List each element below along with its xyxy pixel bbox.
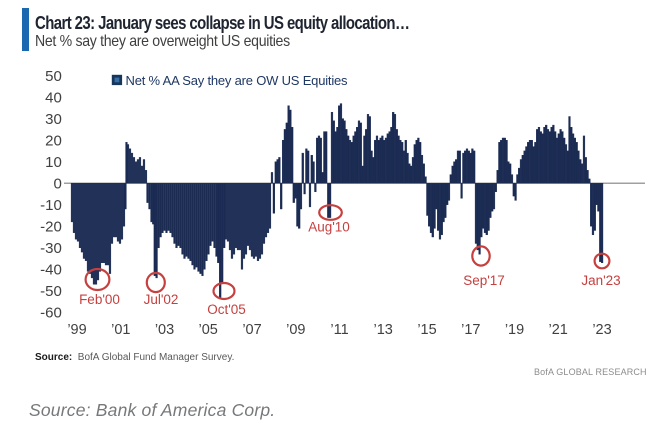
svg-text:’23: ’23 (592, 322, 611, 338)
svg-text:10: 10 (45, 154, 62, 171)
svg-text:’17: ’17 (461, 322, 480, 338)
svg-text:20: 20 (45, 132, 62, 149)
svg-text:-20: -20 (40, 218, 62, 235)
svg-text:Jan'23: Jan'23 (581, 273, 620, 288)
svg-text:’05: ’05 (199, 322, 218, 338)
svg-text:Feb'00: Feb'00 (79, 292, 120, 307)
svg-text:’21: ’21 (549, 322, 568, 338)
svg-text:30: 30 (45, 111, 62, 128)
svg-text:’99: ’99 (67, 322, 86, 338)
svg-text:’13: ’13 (374, 322, 393, 338)
svg-text:40: 40 (45, 89, 62, 106)
svg-text:-30: -30 (40, 240, 62, 257)
svg-text:’07: ’07 (242, 322, 261, 338)
svg-text:’11: ’11 (330, 322, 348, 338)
svg-text:0: 0 (53, 175, 61, 192)
svg-text:Jul'02: Jul'02 (144, 292, 179, 307)
svg-text:’01: ’01 (111, 322, 130, 338)
svg-text:Oct'05: Oct'05 (207, 302, 246, 317)
svg-text:-60: -60 (40, 305, 62, 322)
svg-text:-40: -40 (40, 262, 62, 279)
svg-text:-10: -10 (40, 197, 62, 214)
svg-text:’15: ’15 (417, 322, 436, 338)
svg-text:Net % AA Say they are OW US Eq: Net % AA Say they are OW US Equities (126, 73, 349, 88)
svg-text:’09: ’09 (286, 322, 305, 338)
svg-text:’19: ’19 (505, 322, 524, 338)
svg-text:50: 50 (45, 68, 62, 85)
svg-text:Aug'10: Aug'10 (308, 220, 350, 235)
svg-text:Sep'17: Sep'17 (463, 273, 505, 288)
svg-text:-50: -50 (40, 283, 62, 300)
svg-text:’03: ’03 (155, 322, 174, 338)
